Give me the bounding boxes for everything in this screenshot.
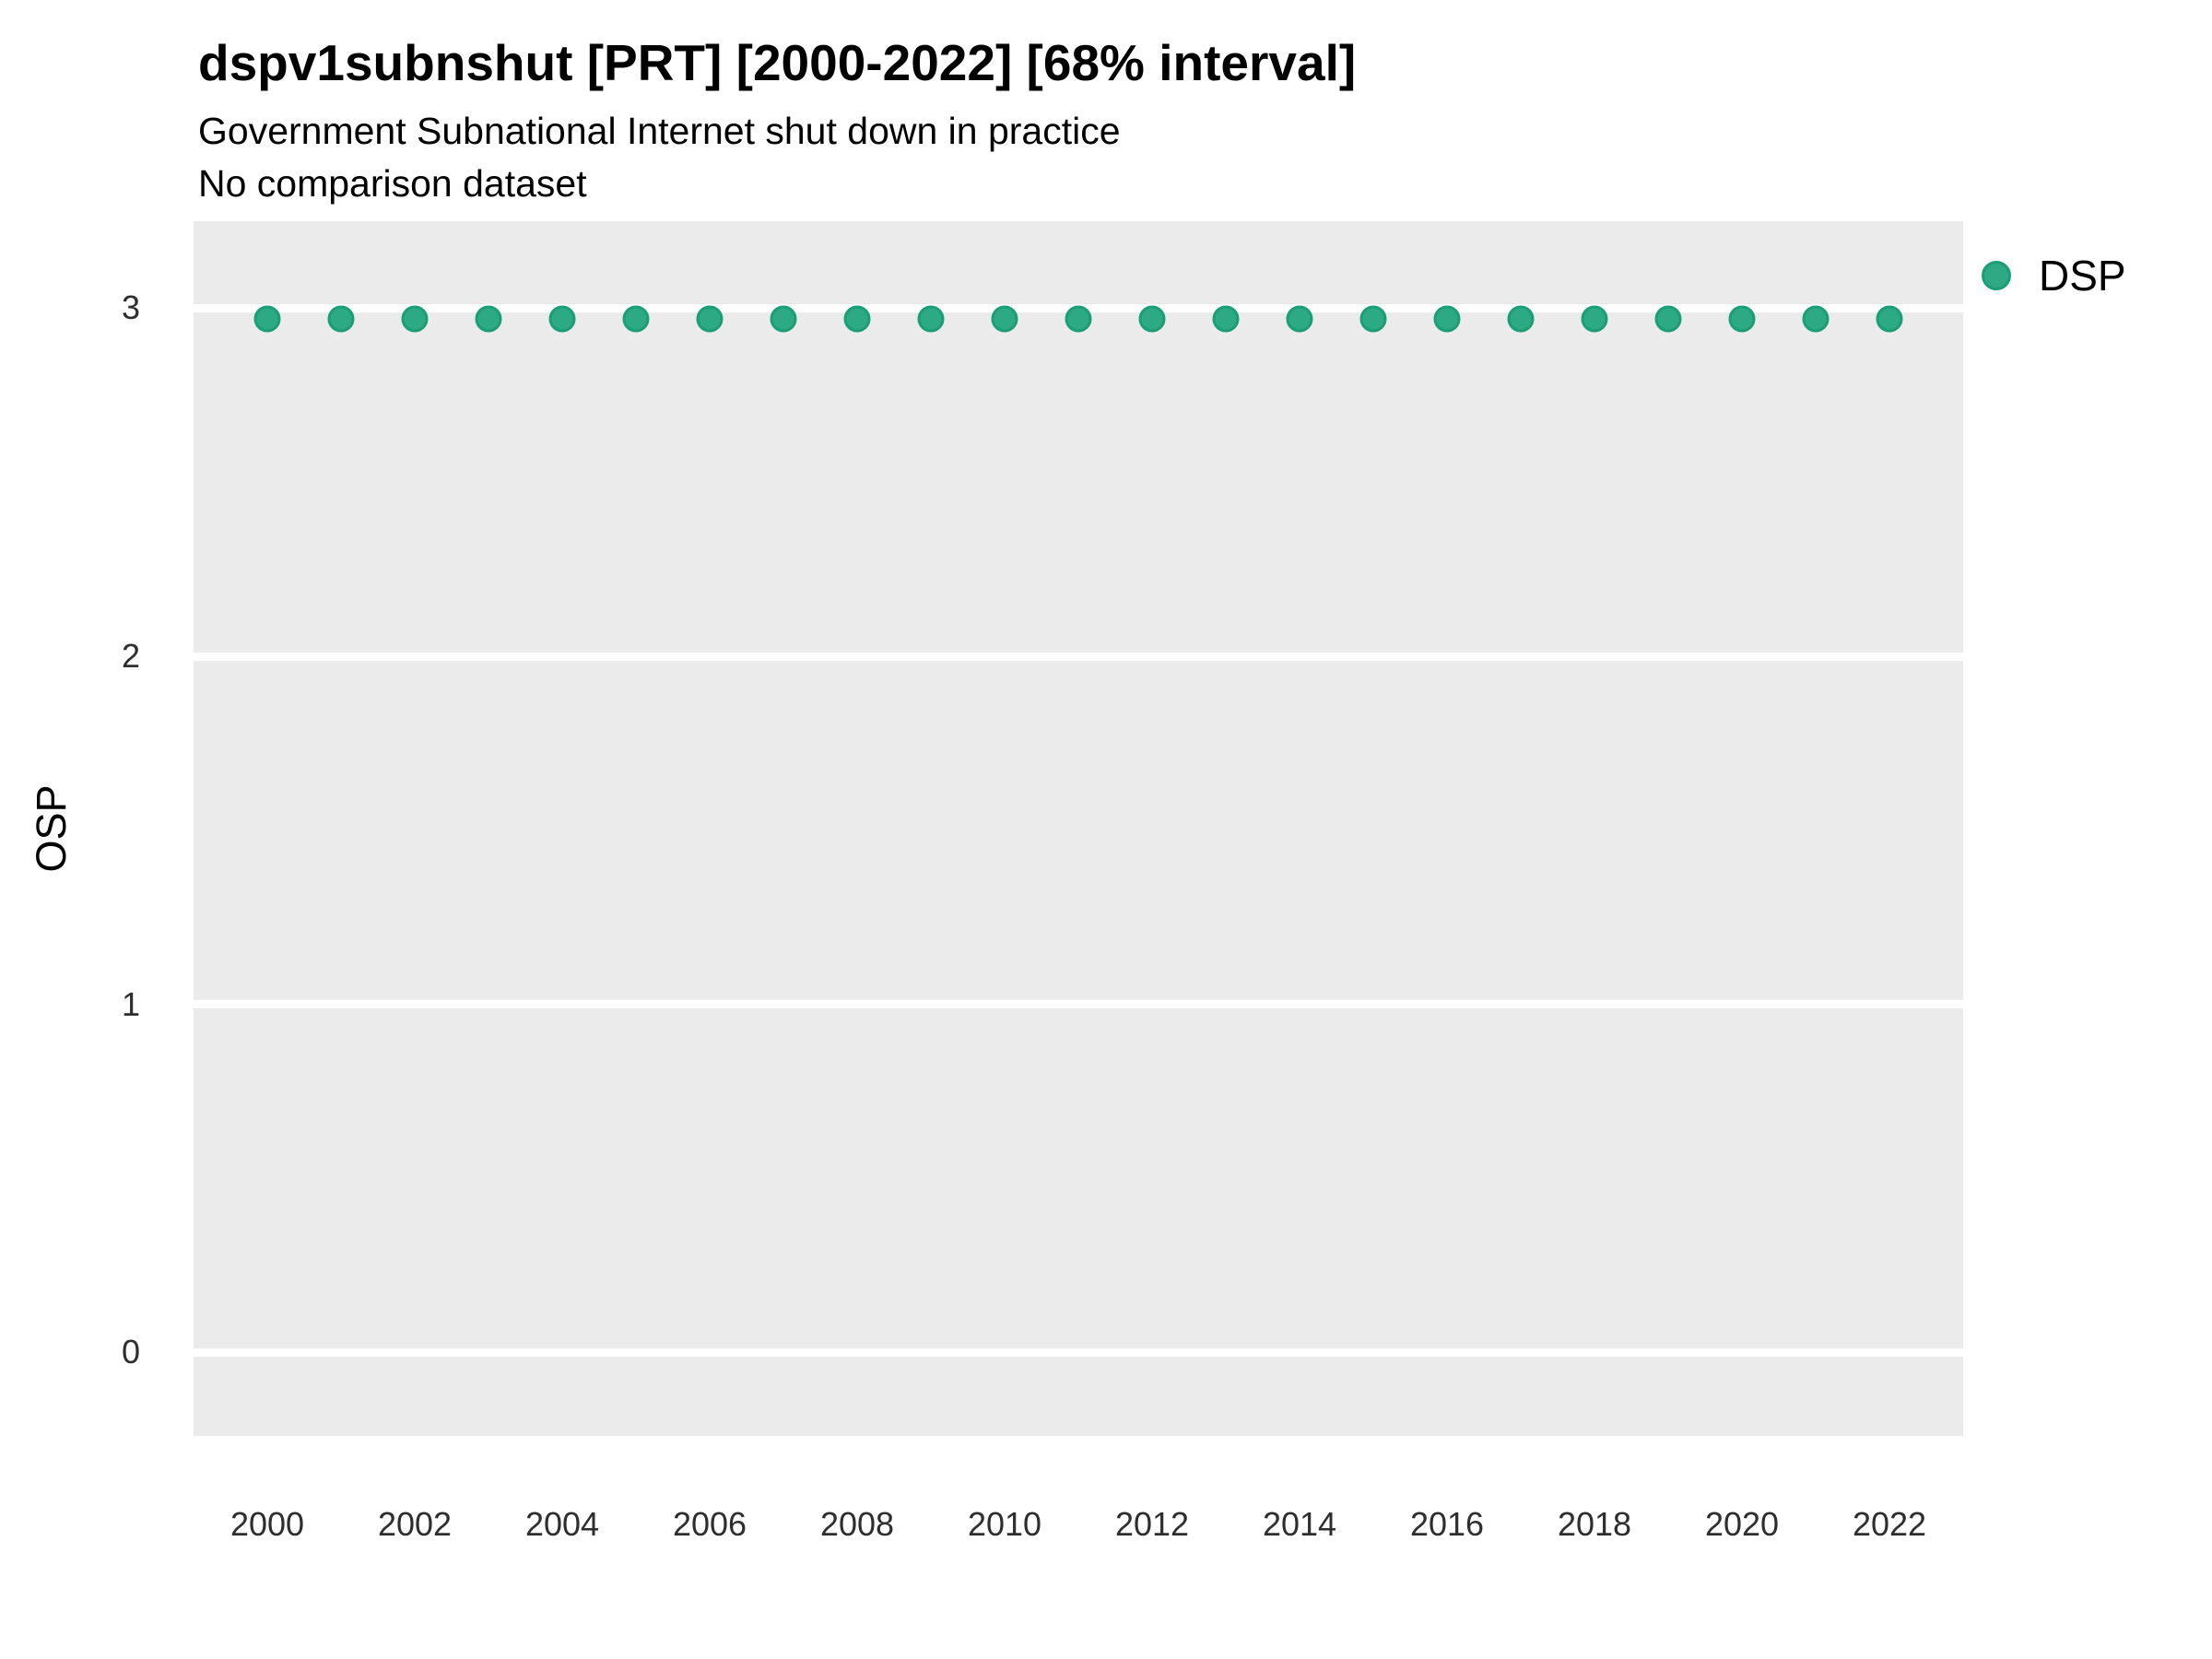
x-tick-label-2004: 2004 xyxy=(524,1505,600,1543)
y-tick-label-1: 1 xyxy=(121,984,140,1023)
gridline-y-2 xyxy=(194,652,1963,661)
x-tick-label-2006: 2006 xyxy=(672,1505,747,1543)
x-tick-label-2010: 2010 xyxy=(967,1505,1042,1543)
data-point-dsp-2013 xyxy=(1212,305,1240,333)
y-axis-title: OSP xyxy=(28,784,75,873)
y-tick-label-0: 0 xyxy=(121,1333,140,1371)
x-tick-label-2020: 2020 xyxy=(1704,1505,1780,1543)
y-tick-label-3: 3 xyxy=(121,288,140,327)
gridline-y-1 xyxy=(194,1000,1963,1009)
data-point-dsp-2006 xyxy=(696,305,724,333)
data-point-dsp-2012 xyxy=(1138,305,1166,333)
data-point-dsp-2007 xyxy=(770,305,797,333)
data-point-dsp-2002 xyxy=(401,305,429,333)
data-point-dsp-2011 xyxy=(1065,305,1092,333)
legend-label-dsp: DSP xyxy=(2039,252,2126,300)
data-point-dsp-2017 xyxy=(1507,305,1535,333)
data-point-dsp-2001 xyxy=(327,305,355,333)
x-tick-label-2012: 2012 xyxy=(1114,1505,1190,1543)
data-point-dsp-2020 xyxy=(1728,305,1756,333)
data-point-dsp-2015 xyxy=(1359,305,1387,333)
legend: DSP xyxy=(1982,246,2126,305)
data-point-dsp-2000 xyxy=(253,305,281,333)
x-tick-label-2016: 2016 xyxy=(1409,1505,1485,1543)
data-point-dsp-2010 xyxy=(991,305,1018,333)
chart-note: No comparison dataset xyxy=(198,162,587,205)
x-tick-label-2008: 2008 xyxy=(819,1505,895,1543)
data-point-dsp-2018 xyxy=(1581,305,1608,333)
data-point-dsp-2022 xyxy=(1876,305,1903,333)
y-tick-label-2: 2 xyxy=(121,637,140,676)
data-point-dsp-2014 xyxy=(1286,305,1313,333)
x-tick-label-2000: 2000 xyxy=(229,1505,305,1543)
data-point-dsp-2005 xyxy=(622,305,650,333)
data-point-dsp-2019 xyxy=(1654,305,1682,333)
x-tick-label-2018: 2018 xyxy=(1557,1505,1632,1543)
x-tick-label-2014: 2014 xyxy=(1262,1505,1337,1543)
gridline-y-0 xyxy=(194,1347,1963,1357)
data-point-dsp-2008 xyxy=(843,305,871,333)
x-tick-label-2002: 2002 xyxy=(377,1505,453,1543)
data-point-dsp-2009 xyxy=(917,305,945,333)
chart-subtitle: Government Subnational Internet shut dow… xyxy=(198,110,1121,152)
plot-panel xyxy=(194,221,1963,1436)
chart-title: dspv1subnshut [PRT] [2000-2022] [68% int… xyxy=(198,34,1357,91)
data-point-dsp-2021 xyxy=(1802,305,1830,333)
x-tick-label-2022: 2022 xyxy=(1852,1505,1927,1543)
legend-marker-icon xyxy=(1982,261,2011,290)
data-point-dsp-2004 xyxy=(548,305,576,333)
data-point-dsp-2016 xyxy=(1433,305,1461,333)
data-point-dsp-2003 xyxy=(475,305,502,333)
